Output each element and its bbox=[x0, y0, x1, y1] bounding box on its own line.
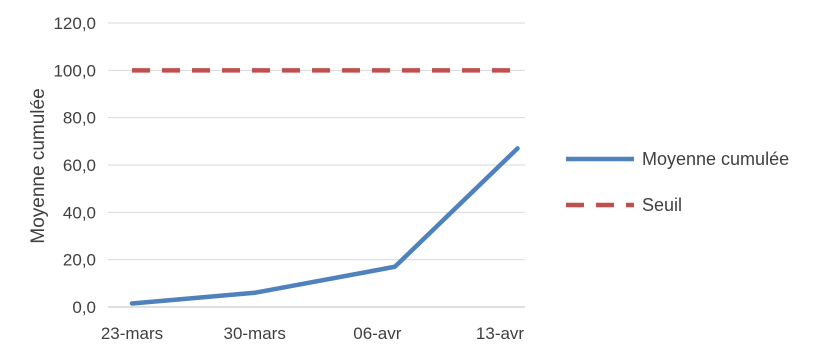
y-axis-ticks: 0,0 20,0 40,0 60,0 80,0 100,0 120,0 bbox=[53, 14, 96, 317]
y-tick-label: 0,0 bbox=[72, 298, 96, 317]
y-tick-label: 60,0 bbox=[63, 156, 96, 175]
y-tick-label: 40,0 bbox=[63, 203, 96, 222]
x-tick-label: 13-avr bbox=[476, 324, 525, 343]
y-tick-label: 100,0 bbox=[53, 61, 96, 80]
grid bbox=[108, 22, 525, 308]
x-axis-ticks: 23-mars 30-mars 06-avr 13-avr bbox=[101, 324, 525, 343]
legend: Moyenne cumulée Seuil bbox=[566, 149, 789, 215]
series-line bbox=[129, 146, 520, 306]
legend-label: Moyenne cumulée bbox=[642, 149, 789, 169]
y-tick-label: 120,0 bbox=[53, 14, 96, 33]
y-tick-label: 20,0 bbox=[63, 251, 96, 270]
y-tick-label: 80,0 bbox=[63, 109, 96, 128]
series-layer bbox=[129, 68, 520, 306]
x-tick-label: 06-avr bbox=[353, 324, 402, 343]
x-tick-label: 23-mars bbox=[101, 324, 163, 343]
y-axis-label: Moyenne cumulée bbox=[28, 88, 49, 243]
x-tick-label: 30-mars bbox=[223, 324, 285, 343]
legend-label: Seuil bbox=[642, 195, 682, 215]
